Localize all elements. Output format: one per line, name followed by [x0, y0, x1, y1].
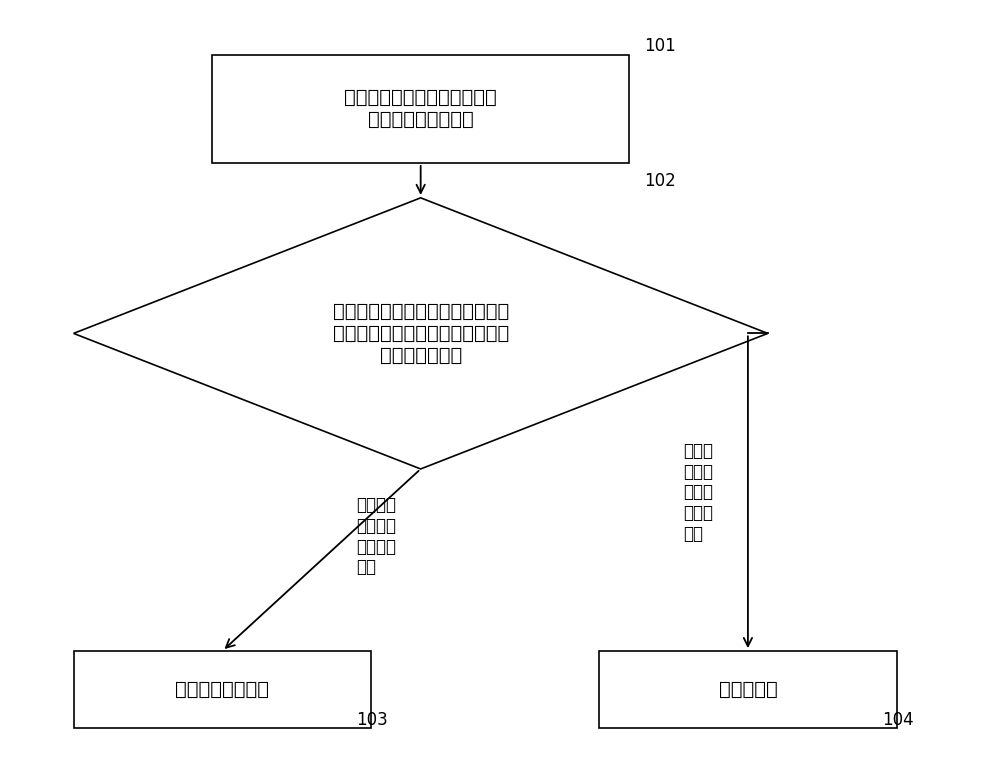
Bar [74, 651, 371, 728]
Text: 103: 103 [356, 711, 388, 729]
Text: 102: 102 [644, 172, 676, 190]
Text: 獲取檢測的溫度并判斷溫度與第一
溫度閾值區間和第二溫度閾值區間
之間的大小關系: 獲取檢測的溫度并判斷溫度與第一 溫度閾值區間和第二溫度閾值區間 之間的大小關系 [333, 302, 509, 365]
Bar [599, 651, 897, 728]
Text: 檢測的
溫度在
第二溫
度閾值
區間: 檢測的 溫度在 第二溫 度閾值 區間 [683, 442, 713, 543]
Text: 在移動終端的揚聲器工作時，
檢測移動終端的溫度: 在移動終端的揚聲器工作時， 檢測移動終端的溫度 [344, 88, 497, 129]
Text: 降低揚聲器的音量: 降低揚聲器的音量 [175, 680, 269, 699]
Text: 檢測的溫
度在第一
溫度閾值
區間: 檢測的溫 度在第一 溫度閾值 區間 [356, 496, 396, 576]
Text: 101: 101 [644, 37, 676, 55]
Text: 104: 104 [882, 711, 913, 729]
Text: 關閉揚聲器: 關閉揚聲器 [719, 680, 777, 699]
Polygon shape [74, 198, 768, 469]
Bar [212, 55, 629, 163]
